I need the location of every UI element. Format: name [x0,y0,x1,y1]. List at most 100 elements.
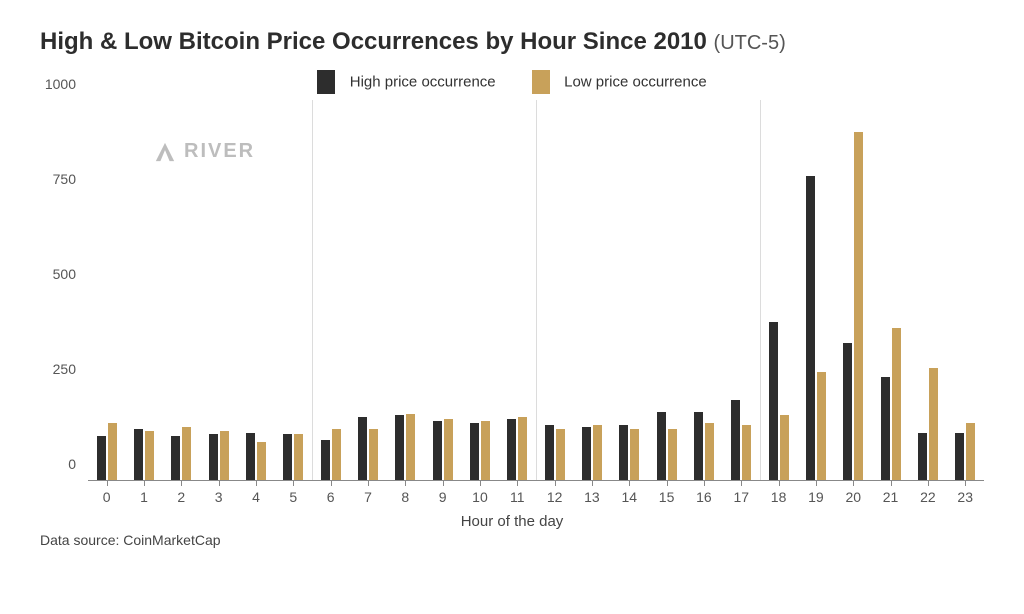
y-axis-labels: 02505007501000 [32,100,82,480]
page-root: High & Low Bitcoin Price Occurrences by … [0,0,1024,614]
bar-group [125,429,162,480]
bar-low [406,414,415,481]
x-tick [891,480,892,486]
bar-group [760,322,797,480]
x-tick [779,480,780,486]
bar-high [731,400,740,480]
legend-swatch-low [532,70,550,94]
bar-high [545,425,554,480]
bar-low [518,417,527,480]
bar-high [507,419,516,480]
x-tick [181,480,182,486]
bar-low [668,429,677,480]
legend-label-low: Low price occurrence [564,74,707,91]
x-tick [443,480,444,486]
bar-low [556,429,565,480]
bar-group [723,400,760,480]
x-tick [928,480,929,486]
bar-high [246,433,255,481]
bar-group [200,431,237,480]
x-tick [741,480,742,486]
bar-group [573,425,610,480]
bar-high [283,434,292,480]
bar-high [358,417,367,480]
watermark: RIVER [154,140,255,163]
bar-low [892,328,901,480]
bar-high [582,427,591,480]
bar-low [369,429,378,480]
bar-low [444,419,453,480]
bar-group [163,427,200,480]
y-tick-label: 750 [53,171,76,187]
bar-group [611,425,648,480]
bar-low [593,425,602,480]
title-main: High & Low Bitcoin Price Occurrences by … [40,28,707,55]
bar-group [349,417,386,480]
x-tick [107,480,108,486]
x-tick [704,480,705,486]
bar-high [134,429,143,480]
bar-group [237,433,274,481]
chart-title: High & Low Bitcoin Price Occurrences by … [40,28,984,56]
x-tick [517,480,518,486]
bar-high [955,433,964,481]
y-tick-label: 1000 [45,76,76,92]
x-tick [816,480,817,486]
bar-low [257,442,266,480]
bar-group [312,429,349,480]
data-source: Data source: CoinMarketCap [40,532,992,548]
bar-high [171,436,180,480]
bar-low [780,415,789,480]
bar-high [769,322,778,480]
legend-item-high: High price occurrence [317,70,495,94]
bar-high [694,412,703,480]
bar-high [619,425,628,480]
bar-group [424,419,461,480]
bar-group [387,414,424,481]
bar-low [332,429,341,480]
bar-low [294,434,303,480]
x-tick [853,480,854,486]
y-tick-label: 250 [53,361,76,377]
x-tick [293,480,294,486]
bar-group [648,412,685,480]
x-tick [405,480,406,486]
legend: High price occurrence Low price occurren… [32,70,992,94]
x-tick [256,480,257,486]
bar-high [433,421,442,480]
bar-high [657,412,666,480]
x-axis-title: Hour of the day [32,513,992,530]
x-tick [144,480,145,486]
legend-swatch-high [317,70,335,94]
bar-group [909,368,946,480]
bar-low [145,431,154,480]
bar-high [806,176,815,480]
legend-item-low: Low price occurrence [532,70,707,94]
x-tick [480,480,481,486]
bar-high [881,377,890,480]
x-tick [555,480,556,486]
bar-low [220,431,229,480]
x-tick [592,480,593,486]
bar-group [797,176,834,480]
bar-group [872,328,909,480]
title-sub: (UTC-5) [714,32,786,54]
bar-group [947,423,984,480]
bar-high [97,436,106,480]
x-axis-labels: 01234567891011121314151617181920212223 [88,481,984,505]
watermark-text: RIVER [184,140,255,163]
plot-area: RIVER 02505007501000 [88,100,984,481]
x-tick [219,480,220,486]
bar-group [461,421,498,480]
bar-low [929,368,938,480]
y-tick-label: 0 [68,456,76,472]
bar-group [88,423,125,480]
bar-high [843,343,852,480]
bar-low [742,425,751,480]
river-logo-icon [154,141,176,163]
x-tick [667,480,668,486]
bar-high [321,440,330,480]
bar-low [182,427,191,480]
bar-high [470,423,479,480]
bar-group [835,132,872,480]
